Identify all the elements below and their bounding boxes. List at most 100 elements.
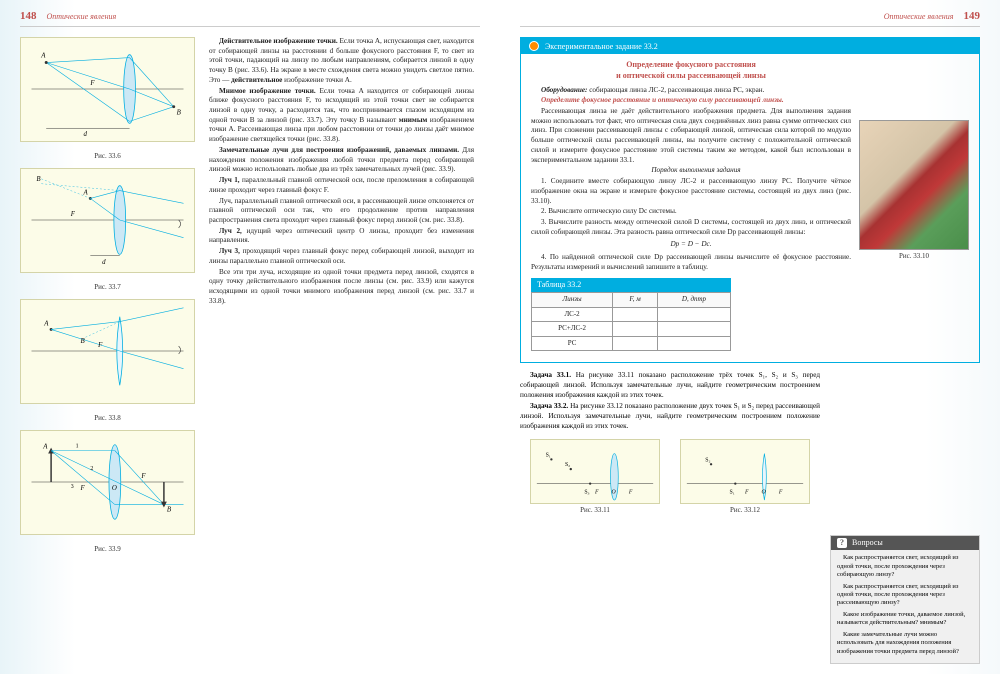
experiment-photo [859,120,969,250]
main-text: Действительное изображение точки. Если т… [209,37,474,553]
svg-text:O: O [112,485,117,492]
td: РС [532,336,613,350]
svg-text:A: A [43,321,49,328]
left-page: 148 Оптические явления A B [0,0,500,674]
question: Какое изображение точки, даваемое линзой… [837,611,973,628]
para-lead: Мнимое изображение точки. [219,87,316,95]
header-left: 148 Оптические явления [20,10,480,27]
header-right: Оптические явления 149 [520,10,980,27]
th: D, дптр [657,293,730,307]
figure-33-7: A B d F [20,168,195,273]
table-row: ЛС-2 [532,307,731,321]
svg-text:F: F [89,80,95,87]
fig-label: Рис. 33.12 [680,506,810,514]
svg-text:3: 3 [71,484,74,490]
figure-33-6: A B d F [20,37,195,142]
questions-box: ? Вопросы Как распространяется свет, исх… [830,535,980,664]
task-lead: Задача 33.1. [530,371,571,379]
figure-33-12-wrap: S₂ S₁ F O F Рис. 33.12 [680,439,810,514]
para-lead: Действительное изображение точки. [219,37,338,45]
exp-text: Определение фокусного расстояния и оптич… [531,60,851,356]
svg-text:B: B [81,338,86,345]
page-number: 148 [20,10,37,22]
table-row: РС+ЛС-2 [532,322,731,336]
svg-text:2: 2 [90,466,93,472]
q-header-text: Вопросы [852,538,883,548]
para-lead: Луч 1, [219,176,240,184]
exp-step: 4. По найденной оптической силе Dр рассе… [531,253,851,272]
chapter-title: Оптические явления [47,12,117,21]
experiment-header: Экспериментальное задание 33.2 [521,38,979,54]
question-icon: ? [837,538,847,548]
svg-text:B: B [177,110,182,117]
svg-text:S₁: S₁ [729,490,734,496]
figure-33-11-wrap: S₁ S₂ S₃ F O F Рис. 33.11 [530,439,660,514]
data-table: Таблица 33.2 Линзы F, м D, дптр ЛС-2 РС+… [531,278,731,352]
svg-text:S₁: S₁ [546,453,551,459]
bullet-icon [529,41,539,51]
svg-text:F: F [594,490,599,496]
td: РС+ЛС-2 [532,322,613,336]
svg-text:d: d [102,259,106,266]
table-title: Таблица 33.2 [531,278,731,293]
exp-title-line: и оптической силы рассеивающей линзы [531,71,851,82]
svg-text:1: 1 [76,444,79,450]
para-lead: Луч 3, [219,247,240,255]
question: Какие замечательные лучи можно использов… [837,631,973,656]
para: Луч, параллельный главной оптической оси… [209,197,474,226]
th: Линзы [532,293,613,307]
svg-text:S₃: S₃ [584,490,589,496]
right-page: Оптические явления 149 Экспериментальное… [500,0,1000,674]
figure-33-12: S₂ S₁ F O F [680,439,810,504]
svg-text:A: A [40,53,46,60]
left-content: A B d F Рис. 33.6 A [20,37,480,553]
table-row: РС [532,336,731,350]
exp-title-line: Определение фокусного расстояния [531,60,851,71]
tasks-block: Задача 33.1. На рисунке 33.11 показано р… [520,371,820,431]
svg-text:d: d [83,131,87,138]
svg-text:A: A [42,444,48,451]
exp-step: 3. Вычислите разность между оптической с… [531,218,851,237]
figure-33-9: A 1 2 3 B F O F [20,430,195,535]
svg-text:F: F [778,490,783,496]
svg-text:B: B [36,176,41,183]
chapter-title: Оптические явления [884,12,954,21]
questions-header: ? Вопросы [831,536,979,550]
exp-step: 1. Соедините вместе собирающую линзу ЛС-… [531,177,851,206]
equip-label: Оборудование: [541,86,587,94]
para: параллельный главной оптической оси, пос… [209,176,474,194]
fig-label: Рис. 33.7 [20,283,195,291]
svg-text:F: F [97,342,103,349]
svg-text:F: F [628,490,633,496]
formula: Dр = D − Dс. [531,240,851,250]
exp-step: 2. Вычислите оптическую силу Dс системы. [531,207,851,217]
term: мнимым [399,116,428,124]
figure-33-11: S₁ S₂ S₃ F O F [530,439,660,504]
exp-para: Рассеивающая линза не даёт действительно… [531,107,851,165]
th: F, м [613,293,658,307]
task-label: Определите фокусное расстояние и оптичес… [541,96,784,104]
svg-text:S₂: S₂ [705,458,710,464]
task-lead: Задача 33.2. [530,402,568,410]
exp-title: Определение фокусного расстояния и оптич… [531,60,851,82]
figures-column: A B d F Рис. 33.6 A [20,37,195,553]
experiment-body: Определение фокусного расстояния и оптич… [521,54,979,362]
question: Как распространяется свет, исходящий из … [837,583,973,608]
order-heading: Порядок выполнения задания [531,166,851,176]
svg-text:F: F [744,490,749,496]
table: Линзы F, м D, дптр ЛС-2 РС+ЛС-2 РС [531,292,731,351]
exp-image-column: Рис. 33.10 [859,60,969,356]
fig-label: Рис. 33.9 [20,545,195,553]
term: действительное [231,76,282,84]
fig-label: Рис. 33.10 [859,252,969,261]
svg-text:S₂: S₂ [565,463,570,469]
svg-text:A: A [82,190,88,197]
bottom-figures: S₁ S₂ S₃ F O F Рис. 33.11 S₂ S₁ F O [520,439,820,514]
para: изображение точки A. [282,76,351,84]
question: Как распространяется свет, исходящий из … [837,554,973,579]
svg-text:B: B [167,506,172,513]
para-lead: Замечательные лучи для построения изобра… [219,146,459,154]
table-row: Линзы F, м D, дптр [532,293,731,307]
fig-label: Рис. 33.11 [530,506,660,514]
svg-text:F: F [140,473,146,480]
